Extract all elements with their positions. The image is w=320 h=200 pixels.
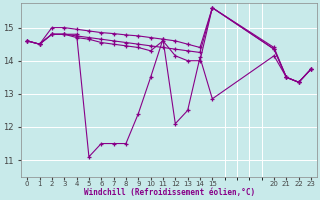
X-axis label: Windchill (Refroidissement éolien,°C): Windchill (Refroidissement éolien,°C) (84, 188, 255, 197)
